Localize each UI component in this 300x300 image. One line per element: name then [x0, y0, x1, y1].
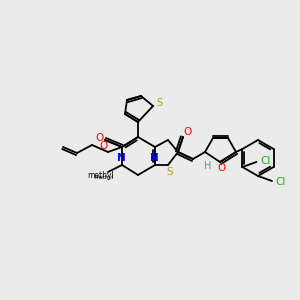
Text: O: O — [183, 127, 191, 137]
Text: methyl: methyl — [88, 170, 114, 179]
Text: methyl: methyl — [94, 175, 114, 179]
Text: N: N — [150, 153, 158, 163]
Text: O: O — [218, 163, 226, 173]
Text: H: H — [204, 161, 212, 171]
Text: O: O — [99, 141, 107, 151]
Text: O: O — [95, 133, 103, 143]
Text: N: N — [117, 153, 125, 163]
Text: Cl: Cl — [260, 156, 271, 166]
Text: S: S — [167, 167, 173, 177]
Text: Cl: Cl — [276, 177, 286, 187]
Text: S: S — [156, 98, 162, 108]
